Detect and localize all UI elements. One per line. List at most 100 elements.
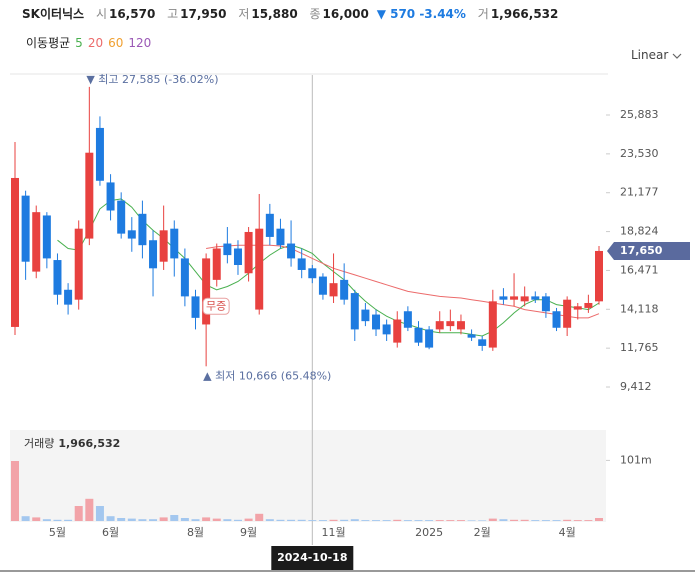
volume-bar (467, 520, 476, 521)
chevron[interactable] (672, 52, 682, 60)
volume-bar (361, 520, 370, 521)
volume-bar (435, 520, 444, 521)
x-tick-label: 4월 (559, 526, 576, 539)
close-label: 종 (309, 7, 321, 21)
crosshair-date-box (271, 546, 354, 570)
volume-bar (520, 519, 529, 521)
ma-line (206, 244, 600, 319)
volume-bar (595, 518, 603, 521)
low-label: 저 (238, 7, 250, 21)
candle-body (138, 213, 147, 246)
candle-body (265, 213, 274, 237)
volume-bar (329, 519, 338, 521)
candle-body (425, 329, 434, 348)
volume-bar (106, 516, 115, 521)
candle-body (350, 293, 359, 330)
candle-body (541, 296, 550, 312)
candle-body (74, 228, 83, 300)
volume-bar (138, 519, 147, 521)
volume-bar (403, 520, 412, 521)
volume-bar (127, 518, 136, 521)
scale-toggle-text[interactable]: Linear (631, 48, 669, 62)
volume-bar (85, 498, 94, 521)
volume-title: 거래량 1,966,532 (24, 437, 120, 450)
volume-bar (372, 520, 381, 521)
candle-body (520, 296, 529, 302)
volume-bar (95, 506, 104, 521)
x-tick-label: 11월 (321, 526, 345, 539)
volume-bar (180, 518, 189, 521)
candle-body (297, 258, 306, 270)
candle-body (64, 289, 73, 305)
candle-body (435, 321, 444, 330)
close-value: 16,000 (322, 7, 369, 21)
candle-body (499, 296, 508, 300)
volume-bar (456, 520, 465, 521)
volume-bar (11, 461, 19, 521)
last-price-label: 17,650 (620, 244, 663, 257)
candle-body (212, 248, 221, 280)
y2-tick-label: 101m (620, 453, 652, 466)
candle-body (403, 311, 412, 328)
y-tick-label: 18,824 (620, 225, 659, 238)
volume-bar (64, 519, 73, 521)
y-tick-label: 21,177 (620, 186, 659, 199)
volume-bar (170, 515, 179, 521)
candle-body (372, 314, 381, 330)
candle-body (53, 260, 62, 295)
candle-body (95, 127, 104, 181)
x-tick-label: 2025 (415, 526, 443, 539)
x-tick-label: 5월 (49, 526, 66, 539)
ma-legend: 이동평균 5 20 60 120 (26, 34, 151, 51)
candle-body (11, 177, 19, 327)
volume-bar (584, 520, 593, 521)
candle-body (467, 334, 476, 338)
candle-body (202, 258, 211, 325)
volume-bar (478, 520, 487, 521)
candle-body (85, 152, 94, 239)
volume-bar (308, 520, 317, 521)
low-value: 15,880 (251, 7, 298, 21)
candle-body (233, 248, 242, 266)
candle-body (117, 200, 126, 234)
volume-bar (191, 519, 200, 521)
ma-legend-item: 120 (128, 36, 152, 50)
candle-body (42, 215, 51, 259)
y-tick-label: 23,530 (620, 147, 659, 160)
last-price-box (607, 241, 690, 260)
volume-bar (541, 520, 550, 521)
low-annotation: ▲ 최저 10,666 (65.48%) (203, 369, 331, 382)
high-label: 고 (167, 7, 179, 21)
candle-body (446, 321, 455, 327)
scale-toggle[interactable]: Linear (631, 48, 682, 62)
candle-body (223, 243, 232, 256)
volume-bar (117, 518, 126, 521)
candle-body (127, 230, 136, 239)
open-value: 16,570 (108, 7, 156, 21)
volume-bar (573, 520, 582, 521)
stock-name: SK이터닉스 (22, 7, 85, 21)
candle-body (329, 283, 338, 297)
candle-body (287, 243, 296, 259)
volume-bar (42, 519, 51, 521)
volume-bar (202, 517, 211, 521)
ma-legend-item: 60 (108, 36, 124, 50)
open-label: 시 (95, 7, 107, 21)
event-badge: 무증 (206, 299, 226, 312)
volume-bar (499, 519, 508, 521)
volume-bar (425, 520, 434, 521)
y-tick-label: 16,471 (620, 263, 659, 276)
candle-body (276, 228, 285, 246)
volume-bar (212, 518, 221, 521)
volume-title-label: 거래량 (24, 437, 54, 450)
volume-bar (149, 519, 158, 521)
y-tick-label: 9,412 (620, 380, 652, 393)
candle-body (318, 276, 327, 295)
candle-body (478, 339, 487, 346)
candle-body (510, 296, 519, 300)
ma-legend-item: 20 (87, 36, 104, 50)
volume-bar (233, 519, 242, 521)
volume-bar (382, 520, 391, 521)
